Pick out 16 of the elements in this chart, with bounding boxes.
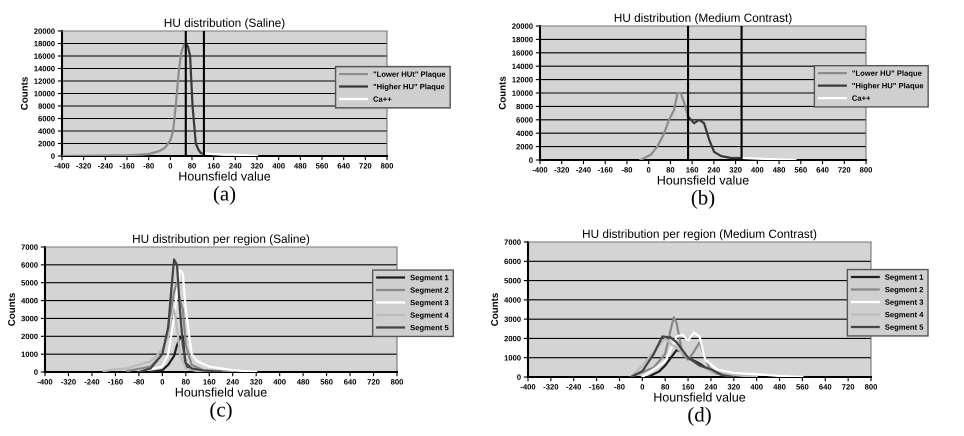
y-axis-title: Counts: [20, 77, 28, 110]
chart-title: HU distribution per region (Medium Contrast): [583, 229, 816, 240]
y-axis-title: Counts: [8, 293, 15, 326]
x-axis-title: Hounsfield value: [176, 387, 267, 397]
text: (a): [214, 186, 236, 205]
x-axis-title: Hounsfield value: [654, 392, 746, 402]
y-axis-title: Counts: [498, 76, 506, 110]
text: (d): [688, 407, 711, 426]
text: (c): [210, 402, 232, 421]
chart-title: HU distribution (Saline): [164, 18, 284, 30]
x-axis-title: Hounsfield value: [658, 175, 749, 185]
text: (b): [692, 190, 714, 209]
chart-title: HU distribution per region (Saline): [133, 234, 310, 246]
y-axis-title: Counts: [491, 293, 498, 326]
x-axis-title: Hounsfield value: [179, 171, 270, 181]
chart-title: HU distribution (Medium Contrast): [614, 13, 792, 24]
